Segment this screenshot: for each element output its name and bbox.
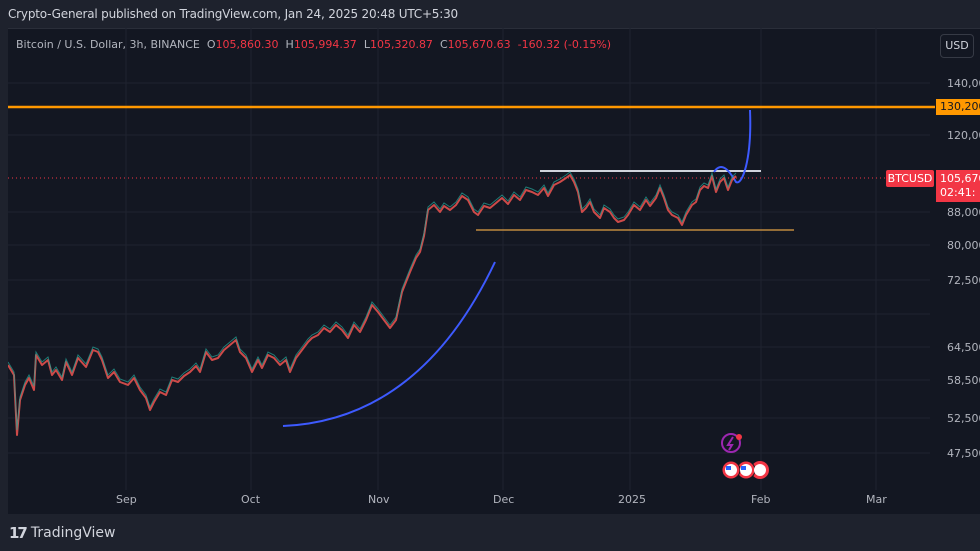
price-series-down bbox=[8, 174, 737, 436]
price-series-up bbox=[8, 171, 737, 431]
price-tick: 80,000 bbox=[947, 239, 980, 252]
target-price-tag: 130,200 bbox=[936, 99, 980, 115]
open-value: 105,860.30 bbox=[215, 38, 279, 51]
brand-name: TradingView bbox=[30, 525, 116, 541]
time-tick: Feb bbox=[751, 493, 770, 506]
time-tick: Nov bbox=[368, 493, 390, 506]
price-axis: 140,000 120,000 88,000 80,000 72,500 64,… bbox=[947, 77, 980, 460]
price-tick: 47,500 bbox=[947, 447, 980, 460]
low-value: 105,320.87 bbox=[369, 38, 433, 51]
price-tick: 140,000 bbox=[947, 77, 980, 90]
high-value: 105,994.37 bbox=[293, 38, 357, 51]
symbol-tag: BTCUSD bbox=[886, 170, 934, 187]
time-tick: Oct bbox=[241, 493, 261, 506]
currency-button[interactable]: USD bbox=[940, 34, 974, 58]
time-axis: Sep Oct Nov Dec 2025 Feb Mar bbox=[116, 493, 887, 506]
high-label: H bbox=[285, 38, 294, 51]
time-tick: Dec bbox=[493, 493, 514, 506]
price-tick: 64,500 bbox=[947, 341, 980, 354]
us-flag-events-icon[interactable] bbox=[721, 460, 769, 480]
low-label: L bbox=[363, 38, 370, 51]
open-label: O bbox=[206, 38, 216, 51]
price-tick: 72,500 bbox=[947, 274, 980, 287]
parabolic-arc bbox=[282, 261, 496, 427]
symbol-name[interactable]: Bitcoin / U.S. Dollar, 3h, BINANCE bbox=[16, 38, 200, 51]
bar-countdown: 02:41: bbox=[940, 186, 976, 199]
projection-curve bbox=[713, 109, 752, 184]
publisher-bar: Crypto-General published on TradingView.… bbox=[0, 0, 980, 28]
chart-pane[interactable] bbox=[8, 28, 980, 515]
symbol-legend: Bitcoin / U.S. Dollar, 3h, BINANCE O105,… bbox=[16, 38, 611, 51]
price-tick: 88,000 bbox=[947, 206, 980, 219]
price-tick: 58,500 bbox=[947, 374, 980, 387]
time-tick: Mar bbox=[866, 493, 887, 506]
tradingview-logo-icon: 17 bbox=[9, 524, 28, 542]
price-tick: 52,500 bbox=[947, 412, 980, 425]
last-price-tag: 105,670 02:41: bbox=[936, 170, 980, 202]
last-price: 105,670 bbox=[940, 172, 980, 185]
price-chart[interactable]: 140,000 120,000 88,000 80,000 72,500 64,… bbox=[8, 28, 980, 514]
publisher-line: Crypto-General published on TradingView.… bbox=[8, 7, 458, 21]
time-tick: Sep bbox=[116, 493, 137, 506]
change-value: -160.32 (-0.15%) bbox=[517, 38, 612, 51]
close-label: C bbox=[439, 38, 448, 51]
grid-lines bbox=[8, 28, 930, 490]
economic-event-icon[interactable] bbox=[721, 433, 742, 453]
close-value: 105,670.63 bbox=[447, 38, 511, 51]
tradingview-logo[interactable]: 17 TradingView bbox=[9, 524, 115, 542]
footer: 17 TradingView bbox=[0, 514, 980, 551]
time-tick: 2025 bbox=[618, 493, 646, 506]
price-tick: 120,000 bbox=[947, 129, 980, 142]
